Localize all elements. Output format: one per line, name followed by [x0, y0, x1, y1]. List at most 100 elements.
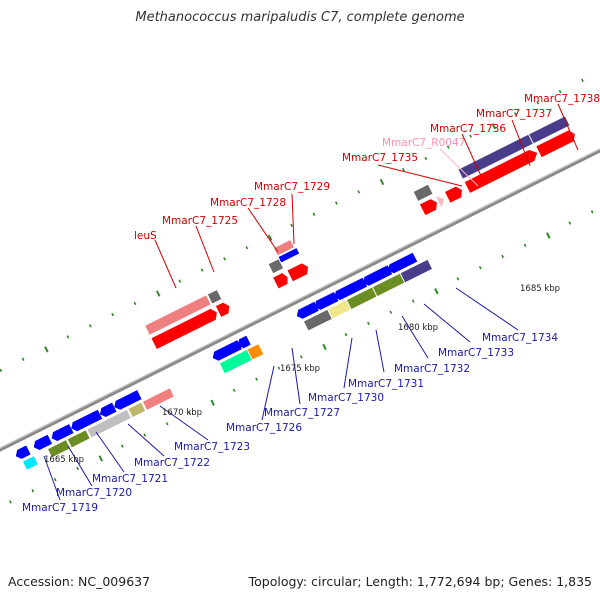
genome-axis — [0, 78, 600, 504]
gene-rev-1730c[interactable] — [332, 277, 368, 302]
gene-red-1728[interactable] — [273, 272, 290, 289]
tick-mark — [200, 268, 204, 272]
label-leuS[interactable]: leuS — [134, 230, 157, 242]
gene-R0047[interactable] — [436, 194, 447, 208]
gene-1729-pink[interactable] — [274, 240, 294, 256]
label-MmarC7_1720[interactable]: MmarC7_1720 — [56, 487, 132, 499]
label-MmarC7_1723[interactable]: MmarC7_1723 — [174, 441, 250, 453]
gene-1738[interactable] — [529, 116, 570, 144]
gene-red-1738[interactable] — [536, 129, 577, 158]
tick-mark — [558, 89, 562, 94]
gene-rev-1730b[interactable] — [313, 291, 339, 312]
backbone — [0, 110, 600, 490]
gene-red-1729[interactable] — [287, 262, 311, 282]
label-MmarC7_1729[interactable]: MmarC7_1729 — [254, 181, 330, 193]
gene-rev-1730a[interactable] — [295, 301, 319, 321]
tick-mark — [223, 257, 226, 261]
tick-mark — [76, 466, 79, 471]
label-MmarC7_1735[interactable]: MmarC7_1735 — [342, 152, 418, 164]
gene-leuS-red[interactable] — [151, 307, 219, 350]
gene-rev-e[interactable] — [98, 402, 117, 419]
gene-1722[interactable] — [87, 409, 131, 438]
gene-rev-1730e[interactable] — [386, 252, 418, 275]
label-MmarC7_1737[interactable]: MmarC7_1737 — [476, 108, 552, 120]
tick-mark — [44, 346, 49, 353]
tick-mark — [133, 301, 137, 306]
label-MmarC7_1734[interactable]: MmarC7_1734 — [482, 332, 558, 344]
label-MmarC7_1722[interactable]: MmarC7_1722 — [134, 457, 210, 469]
gene-1732[interactable] — [346, 287, 377, 310]
tick-mark — [111, 312, 115, 317]
label-MmarC7_1730[interactable]: MmarC7_1730 — [308, 392, 384, 404]
gene-rev-a[interactable] — [14, 445, 31, 460]
tick-mark — [523, 243, 527, 248]
ruler-1675: 1675 kbp — [280, 364, 320, 374]
gene-1725[interactable] — [207, 290, 222, 304]
gene-red-1736[interactable] — [445, 185, 465, 203]
gene-red-1735[interactable] — [419, 197, 440, 216]
label-MmarC7_1731[interactable]: MmarC7_1731 — [348, 378, 424, 390]
gene-1723[interactable] — [128, 402, 146, 417]
gene-rev-1730d[interactable] — [361, 265, 393, 287]
label-MmarC7_1727[interactable]: MmarC7_1727 — [264, 407, 340, 419]
tick-mark — [434, 288, 439, 295]
tick-mark — [31, 489, 35, 493]
ruler-labels: 1665 kbp 1670 kbp 1675 kbp 1680 kbp 1685… — [44, 284, 560, 465]
label-MmarC7_1728[interactable]: MmarC7_1728 — [210, 197, 286, 209]
gene-red-small[interactable] — [215, 301, 232, 317]
tick-mark — [478, 265, 482, 270]
gene-1726[interactable] — [219, 350, 252, 374]
gene-1731[interactable] — [328, 300, 351, 319]
label-MmarC7_R0047[interactable]: MmarC7_R0047 — [382, 137, 465, 149]
label-MmarC7_1736[interactable]: MmarC7_1736 — [430, 123, 506, 135]
gene-1719[interactable] — [22, 456, 38, 470]
label-MmarC7_1719[interactable]: MmarC7_1719 — [22, 502, 98, 514]
gene-rev-f[interactable] — [112, 390, 142, 411]
bottom-labels: MmarC7_1719 MmarC7_1720 MmarC7_1721 Mmar… — [22, 287, 558, 514]
label-MmarC7_1732[interactable]: MmarC7_1732 — [394, 363, 470, 375]
tick-mark — [322, 343, 327, 351]
label-MmarC7_1721[interactable]: MmarC7_1721 — [92, 473, 168, 485]
gene-rev-1726a[interactable] — [210, 340, 242, 362]
tick-mark — [299, 355, 303, 359]
gene-leuS[interactable] — [145, 295, 211, 335]
ruler-1670: 1670 kbp — [162, 408, 202, 418]
gene-1734[interactable] — [400, 259, 432, 283]
forward-genes — [145, 116, 577, 350]
label-MmarC7_1725[interactable]: MmarC7_1725 — [162, 215, 238, 227]
tick-mark — [581, 78, 584, 83]
tick-mark — [255, 377, 258, 381]
gene-1728[interactable] — [268, 259, 284, 274]
tick-mark — [446, 145, 450, 150]
tick-mark — [389, 310, 393, 314]
gene-1723b[interactable] — [142, 388, 174, 410]
gene-1730[interactable] — [304, 309, 332, 331]
gene-red-1737[interactable] — [464, 147, 540, 193]
label-MmarC7_1738[interactable]: MmarC7_1738 — [524, 93, 600, 105]
tick-mark — [357, 190, 361, 194]
tick-mark — [53, 477, 57, 482]
gene-1735[interactable] — [413, 184, 433, 201]
gene-rev-1726b[interactable] — [236, 335, 251, 350]
tick-mark — [232, 388, 236, 393]
gene-1721[interactable] — [67, 430, 90, 448]
gene-1720[interactable] — [48, 440, 70, 458]
ruler-1685: 1685 kbp — [520, 284, 560, 294]
gene-1729-blue[interactable] — [278, 248, 300, 263]
gene-rev-d[interactable] — [69, 409, 103, 433]
gene-1733[interactable] — [372, 273, 405, 297]
accession-text: Accession: NC_009637 — [8, 574, 151, 589]
gene-rev-b[interactable] — [32, 434, 53, 452]
tick-mark — [290, 223, 294, 228]
gene-rev-c[interactable] — [49, 424, 74, 443]
topology-text: Topology: circular; Length: 1,772,694 bp… — [248, 574, 592, 589]
ruler-1665: 1665 kbp — [44, 455, 84, 465]
tick-mark — [334, 201, 338, 205]
tick-row-lower — [9, 210, 594, 504]
label-MmarC7_1733[interactable]: MmarC7_1733 — [438, 347, 514, 359]
label-MmarC7_1726[interactable]: MmarC7_1726 — [226, 422, 302, 434]
tick-mark — [66, 335, 70, 339]
tick-row-upper — [0, 78, 584, 373]
gene-1727[interactable] — [247, 344, 264, 360]
tick-mark — [0, 368, 3, 373]
